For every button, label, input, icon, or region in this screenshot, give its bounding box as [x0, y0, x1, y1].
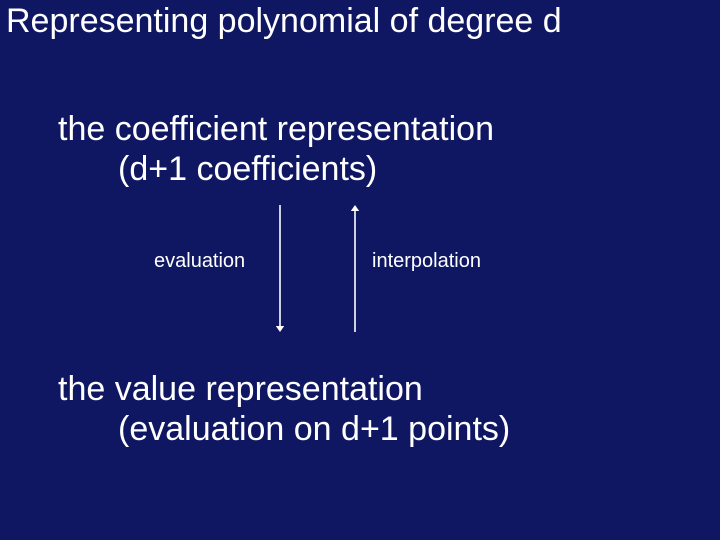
arrows-svg [0, 0, 720, 540]
value-rep-line2: (evaluation on d+1 points) [118, 410, 510, 449]
coefficient-rep-line1: the coefficient representation [58, 110, 494, 149]
slide-title: Representing polynomial of degree d [6, 2, 562, 41]
value-rep-line1: the value representation [58, 370, 423, 409]
interpolation-arrow-up [351, 205, 359, 332]
evaluation-arrow-down [276, 205, 284, 332]
interpolation-label: interpolation [372, 250, 481, 273]
evaluation-label: evaluation [154, 250, 245, 273]
coefficient-rep-line2: (d+1 coefficients) [118, 150, 377, 189]
